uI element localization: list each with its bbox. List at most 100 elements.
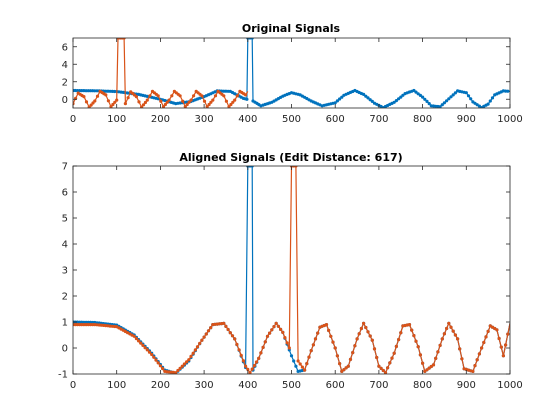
data-point bbox=[311, 343, 315, 347]
data-point bbox=[145, 348, 149, 352]
data-point bbox=[274, 321, 278, 325]
data-point bbox=[333, 101, 337, 105]
data-point bbox=[84, 323, 88, 327]
data-point bbox=[250, 367, 254, 371]
data-point bbox=[372, 347, 377, 351]
data-point bbox=[471, 369, 475, 373]
data-point bbox=[423, 369, 427, 373]
x-tick-label: 500 bbox=[282, 380, 301, 391]
data-point bbox=[207, 102, 211, 107]
data-point bbox=[410, 328, 414, 332]
series-orange bbox=[73, 38, 249, 108]
data-point bbox=[359, 326, 363, 331]
data-point bbox=[82, 95, 86, 99]
data-point bbox=[187, 100, 191, 104]
data-point bbox=[445, 99, 449, 103]
data-point bbox=[176, 368, 180, 373]
data-point bbox=[488, 99, 492, 103]
data-point bbox=[390, 356, 394, 360]
x-tick-label: 1000 bbox=[497, 114, 522, 125]
data-point bbox=[445, 326, 449, 331]
y-tick-label: 1 bbox=[62, 318, 68, 329]
data-point bbox=[268, 331, 272, 335]
data-point bbox=[436, 350, 440, 354]
data-point bbox=[229, 102, 233, 107]
data-point bbox=[192, 94, 196, 98]
data-point bbox=[143, 100, 147, 105]
data-point bbox=[265, 334, 270, 338]
data-point bbox=[309, 349, 313, 353]
data-point bbox=[307, 355, 311, 359]
data-point bbox=[364, 94, 368, 98]
data-point bbox=[486, 329, 490, 333]
x-tick-label: 100 bbox=[107, 114, 126, 125]
data-point bbox=[394, 344, 398, 348]
data-point bbox=[158, 364, 162, 368]
data-point bbox=[423, 97, 427, 101]
data-point bbox=[143, 346, 147, 350]
x-tick-label: 700 bbox=[369, 380, 388, 391]
data-point bbox=[497, 336, 501, 341]
data-point bbox=[152, 355, 156, 359]
data-point bbox=[364, 325, 368, 330]
y-tick-label: 0 bbox=[62, 95, 68, 106]
x-tick-label: 0 bbox=[70, 380, 76, 391]
data-point bbox=[464, 91, 468, 95]
y-tick-label: 0 bbox=[62, 344, 68, 355]
data-point bbox=[185, 360, 189, 364]
data-point bbox=[399, 331, 403, 335]
data-point bbox=[106, 99, 110, 103]
data-point bbox=[451, 93, 455, 97]
data-point bbox=[180, 364, 184, 368]
data-point bbox=[245, 97, 249, 101]
data-point bbox=[84, 100, 89, 104]
x-tick-label: 300 bbox=[195, 380, 214, 391]
data-point bbox=[156, 361, 160, 365]
data-point bbox=[263, 340, 267, 344]
x-tick-label: 900 bbox=[457, 380, 476, 391]
data-point bbox=[458, 347, 462, 351]
series-line bbox=[73, 38, 249, 108]
data-point bbox=[289, 354, 294, 358]
data-point bbox=[394, 99, 398, 103]
data-point bbox=[313, 337, 318, 341]
data-point bbox=[170, 94, 174, 98]
data-point bbox=[257, 356, 261, 360]
data-point bbox=[440, 337, 444, 341]
data-point bbox=[425, 368, 429, 372]
data-point bbox=[244, 364, 248, 368]
data-point bbox=[233, 337, 237, 341]
x-tick-label: 0 bbox=[70, 114, 76, 125]
data-point bbox=[195, 345, 200, 349]
data-point bbox=[300, 365, 304, 369]
data-point bbox=[113, 100, 117, 104]
data-point bbox=[73, 323, 77, 327]
x-tick-label: 700 bbox=[369, 114, 388, 125]
data-point bbox=[490, 96, 495, 100]
data-point bbox=[499, 345, 503, 349]
data-point bbox=[303, 368, 307, 372]
x-tick-label: 500 bbox=[282, 114, 301, 125]
data-point bbox=[244, 93, 248, 97]
data-point bbox=[222, 94, 226, 98]
data-point bbox=[379, 366, 383, 370]
data-point bbox=[438, 105, 442, 108]
data-point bbox=[167, 98, 171, 102]
data-point bbox=[165, 100, 169, 104]
data-point bbox=[340, 95, 344, 99]
data-point bbox=[366, 330, 370, 334]
data-point bbox=[140, 105, 144, 108]
y-tick-label: -1 bbox=[58, 370, 68, 381]
data-point bbox=[93, 89, 97, 93]
data-point bbox=[375, 355, 379, 360]
data-point bbox=[88, 89, 93, 93]
data-point bbox=[202, 99, 207, 103]
data-point bbox=[233, 98, 237, 102]
data-point bbox=[386, 366, 390, 370]
data-point bbox=[154, 358, 158, 362]
y-tick-label: 4 bbox=[62, 60, 68, 71]
data-point bbox=[104, 89, 108, 93]
data-point bbox=[418, 353, 422, 357]
data-point bbox=[161, 367, 165, 371]
data-point bbox=[397, 338, 401, 342]
